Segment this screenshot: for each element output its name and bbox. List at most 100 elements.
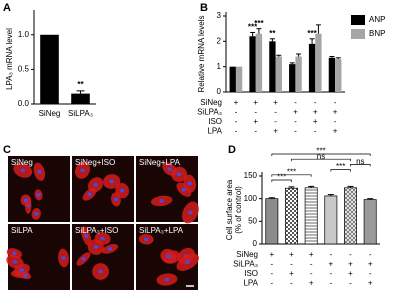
micrograph: SiNeg+ISO bbox=[72, 156, 134, 222]
nucleus bbox=[23, 198, 28, 203]
error-bar bbox=[309, 38, 315, 44]
bar bbox=[328, 57, 336, 92]
bar bbox=[315, 33, 322, 92]
condition-sign: - bbox=[294, 98, 297, 107]
nucleus bbox=[61, 256, 66, 260]
nucleus bbox=[113, 197, 119, 202]
y-tick-label: 100 bbox=[244, 194, 258, 203]
significance: ** bbox=[77, 80, 84, 89]
error-bar bbox=[288, 186, 295, 189]
nucleus bbox=[188, 210, 193, 215]
condition-sign: - bbox=[235, 117, 238, 126]
condition-sign: + bbox=[368, 260, 373, 269]
significance-bracket bbox=[271, 179, 292, 182]
nucleus bbox=[23, 274, 28, 278]
bar bbox=[344, 187, 357, 245]
condition-sign: - bbox=[274, 108, 277, 117]
condition-sign: - bbox=[235, 127, 238, 136]
significance: *** bbox=[254, 19, 264, 28]
significance: *** bbox=[307, 29, 317, 38]
condition-sign: + bbox=[333, 108, 338, 117]
condition-sign: - bbox=[274, 117, 277, 126]
micrograph: SiNeg+LPA bbox=[136, 156, 199, 224]
legend-swatch bbox=[351, 29, 365, 39]
nucleus bbox=[93, 183, 98, 187]
nucleus bbox=[143, 237, 149, 242]
significance-bracket bbox=[330, 169, 351, 172]
x-tick-label: SiLPA₃ bbox=[68, 109, 93, 118]
condition-name: SiNeg bbox=[236, 250, 258, 259]
micrograph-label: SiLPA₃+LPA bbox=[139, 226, 184, 235]
nucleus bbox=[176, 172, 182, 177]
bar bbox=[308, 43, 316, 92]
condition-sign: - bbox=[290, 260, 293, 269]
nucleus bbox=[20, 168, 26, 173]
bar bbox=[363, 199, 377, 245]
error-bar bbox=[268, 197, 275, 199]
nucleus bbox=[80, 168, 85, 173]
condition-name: SiLPA₃ bbox=[233, 260, 258, 269]
condition-sign: - bbox=[310, 269, 313, 278]
condition-sign: + bbox=[313, 117, 318, 126]
micrograph-label: SiLPA₃+ISO bbox=[75, 226, 118, 235]
error-bar bbox=[335, 57, 341, 60]
micrograph: SiLPA₃+ISO bbox=[72, 224, 134, 290]
micrograph-label: SiNeg+ISO bbox=[75, 158, 115, 167]
y-axis-label: Relative mRNA levels bbox=[197, 16, 206, 93]
micrograph: SiLPA bbox=[6, 224, 70, 290]
condition-sign: - bbox=[294, 117, 297, 126]
bar bbox=[304, 187, 318, 245]
condition-sign: - bbox=[314, 127, 317, 136]
nucleus bbox=[181, 187, 187, 192]
x-tick-label: SiNeg bbox=[39, 109, 61, 118]
nucleus bbox=[107, 247, 113, 251]
condition-sign: - bbox=[329, 250, 332, 259]
condition-sign: + bbox=[269, 250, 274, 259]
error-bar bbox=[315, 24, 321, 34]
nucleus bbox=[98, 269, 103, 274]
condition-sign: - bbox=[334, 98, 337, 107]
error-bar bbox=[256, 28, 262, 34]
significance: ns bbox=[317, 152, 325, 161]
significance: *** bbox=[316, 147, 325, 156]
y-tick-label: 0 bbox=[217, 87, 222, 96]
nucleus bbox=[164, 277, 170, 282]
condition-sign: + bbox=[313, 108, 318, 117]
micrograph-label: SiLPA bbox=[11, 226, 33, 235]
condition-sign: - bbox=[334, 117, 337, 126]
condition-sign: + bbox=[273, 98, 278, 107]
condition-name: SiNeg bbox=[200, 98, 222, 107]
condition-sign: + bbox=[234, 98, 239, 107]
micrograph-label: SiNeg+LPA bbox=[139, 158, 181, 167]
condition-sign: - bbox=[294, 127, 297, 136]
condition-sign: + bbox=[309, 250, 314, 259]
y-tick-label: 0.0 bbox=[18, 99, 30, 108]
error-bar bbox=[296, 53, 302, 57]
panel-label: C bbox=[3, 144, 11, 156]
condition-sign: + bbox=[333, 127, 338, 136]
condition-sign: + bbox=[368, 279, 373, 288]
nucleus bbox=[37, 169, 42, 174]
condition-sign: - bbox=[329, 279, 332, 288]
error-bar bbox=[76, 90, 85, 94]
significance-bracket bbox=[271, 174, 312, 177]
y-tick-label: 1 bbox=[217, 62, 222, 71]
bar bbox=[269, 41, 276, 92]
bar bbox=[285, 187, 298, 245]
condition-name: LPA bbox=[207, 127, 222, 136]
error-bar bbox=[250, 31, 256, 37]
y-tick-label: 150 bbox=[244, 171, 258, 180]
bar bbox=[275, 56, 282, 92]
condition-sign: + bbox=[289, 250, 294, 259]
nucleus bbox=[34, 212, 39, 216]
nucleus bbox=[100, 236, 105, 241]
nucleus bbox=[166, 254, 171, 259]
error-bar bbox=[347, 185, 354, 188]
condition-name: LPA bbox=[243, 279, 258, 288]
legend-swatch bbox=[351, 15, 365, 25]
error-bar bbox=[289, 62, 295, 65]
bar bbox=[71, 93, 90, 104]
significance-bracket bbox=[291, 158, 351, 162]
bar bbox=[40, 34, 59, 105]
condition-sign: - bbox=[314, 98, 317, 107]
